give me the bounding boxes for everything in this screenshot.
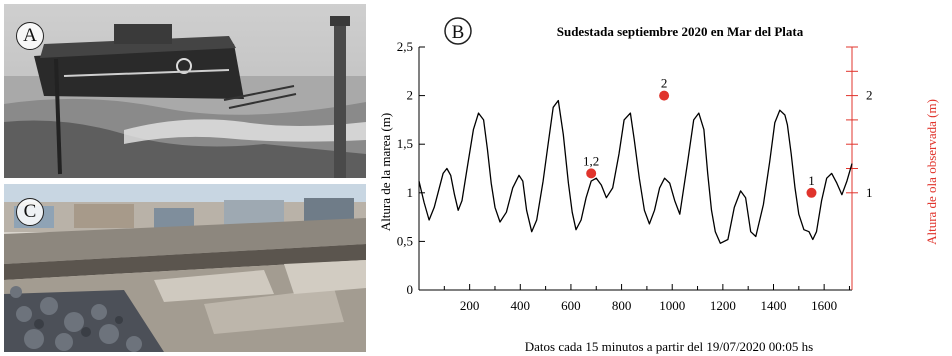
x-tick-label: 1400 bbox=[761, 298, 787, 313]
y2-tick-label: 1 bbox=[866, 185, 873, 200]
axes: 0 0,5 1 1,5 2 2,5 200 400 600 800 1000 1200 1400 1600… bbox=[397, 39, 873, 313]
chart-title: Sudestada septiembre 2020 en Mar del Pla… bbox=[557, 24, 804, 39]
panel-label-b-circle bbox=[444, 17, 472, 45]
x-tick-label: 200 bbox=[460, 298, 480, 313]
series: 1,2 2 1 bbox=[418, 76, 853, 244]
x-tick-label: 400 bbox=[511, 298, 531, 313]
panel-label-b: B bbox=[452, 22, 465, 43]
y-tick-label: 1 bbox=[407, 185, 414, 200]
x-axis-label: Datos cada 15 minutos a partir del 19/07… bbox=[525, 339, 813, 354]
wave-point-label: 1 bbox=[808, 173, 815, 188]
x-tick-label: 1200 bbox=[710, 298, 736, 313]
photo-a-storm-kiosk: A bbox=[4, 4, 366, 178]
tide-chart: B Sudestada septiembre 2020 en Mar del P… bbox=[378, 17, 939, 354]
wave-point-label: 2 bbox=[661, 76, 668, 91]
y-tick-label: 0 bbox=[407, 282, 414, 297]
y-tick-label: 0,5 bbox=[397, 233, 413, 248]
wave-point bbox=[806, 187, 817, 198]
wave-point bbox=[659, 90, 670, 101]
y-axis-label: Altura de la marea (m) bbox=[378, 113, 393, 231]
tide-line bbox=[418, 99, 853, 244]
panel-label-a: A bbox=[16, 22, 44, 50]
y-tick-label: 2,5 bbox=[397, 39, 413, 54]
y-tick-label: 1,5 bbox=[397, 136, 413, 151]
panel-label-c: C bbox=[16, 198, 44, 226]
wave-point bbox=[586, 168, 597, 179]
y-tick-label: 2 bbox=[407, 88, 414, 103]
y2-axis-label: Altura de ola observada (m) bbox=[924, 99, 939, 245]
x-tick-label: 1000 bbox=[659, 298, 685, 313]
photo-a-illustration bbox=[4, 4, 366, 178]
x-tick-label: 800 bbox=[612, 298, 632, 313]
y2-tick-label: 2 bbox=[866, 88, 873, 103]
wave-point-label: 1,2 bbox=[583, 153, 599, 168]
photo-c-illustration bbox=[4, 184, 366, 352]
x-tick-label: 600 bbox=[561, 298, 581, 313]
photo-c-damaged-walkway: C bbox=[4, 184, 366, 352]
x-tick-label: 1600 bbox=[811, 298, 837, 313]
